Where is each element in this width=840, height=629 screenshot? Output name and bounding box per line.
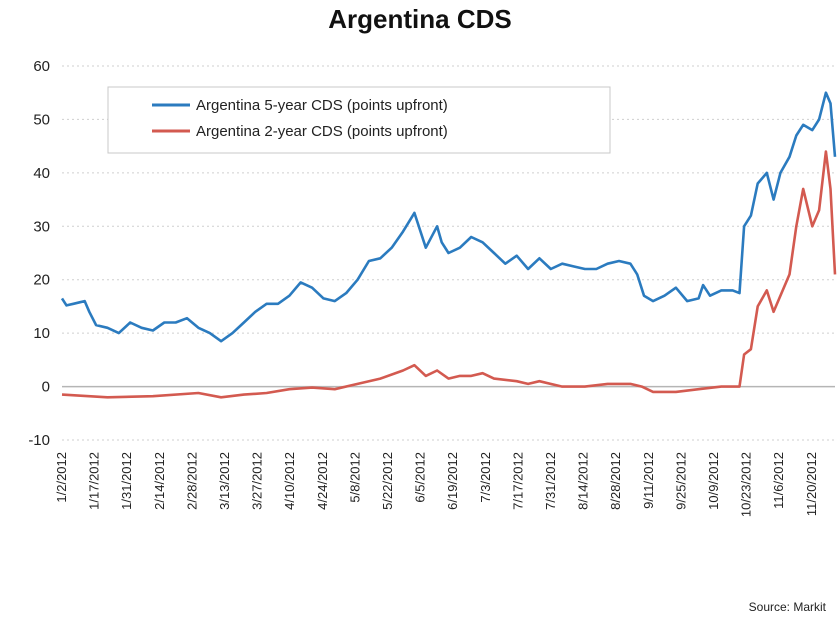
y-tick-label: -10 <box>28 432 50 449</box>
x-tick-label: 10/23/2012 <box>739 452 754 517</box>
y-tick-label: 60 <box>33 58 50 75</box>
x-tick-label: 7/31/2012 <box>543 452 558 510</box>
x-tick-label: 1/17/2012 <box>87 452 102 510</box>
x-axis-ticks: 1/2/2012 1/17/2012 1/31/2012 2/14/2012 2/28/… <box>54 452 819 517</box>
x-tick-label: 3/27/2012 <box>250 452 265 510</box>
chart-title: Argentina CDS <box>328 4 512 34</box>
x-tick-label: 9/11/2012 <box>641 452 656 509</box>
x-tick-label: 5/8/2012 <box>347 452 362 503</box>
x-tick-label: 6/5/2012 <box>413 452 428 503</box>
x-tick-label: 1/31/2012 <box>119 452 134 510</box>
legend: Argentina 5-year CDS (points upfront) Arg… <box>107 86 611 154</box>
source-note: Source: Markit <box>748 600 826 614</box>
series-line-2 <box>61 150 837 399</box>
x-tick-label: 9/25/2012 <box>673 452 688 510</box>
y-tick-label: 30 <box>33 218 50 235</box>
y-tick-label: 10 <box>33 325 50 342</box>
legend-label: Argentina 2-year CDS (points upfront) <box>196 123 448 140</box>
y-axis-ticks: -10 0 10 20 30 40 50 60 <box>28 58 50 449</box>
x-tick-label: 2/28/2012 <box>184 452 199 510</box>
x-tick-label: 8/14/2012 <box>576 452 591 510</box>
x-tick-label: 2/14/2012 <box>152 452 167 510</box>
y-tick-label: 50 <box>33 111 50 128</box>
x-tick-label: 10/9/2012 <box>706 452 721 510</box>
x-tick-label: 7/3/2012 <box>478 452 493 503</box>
series-lines <box>60 91 837 399</box>
x-tick-label: 8/28/2012 <box>608 452 623 510</box>
x-tick-label: 6/19/2012 <box>445 452 460 510</box>
y-tick-label: 0 <box>42 379 50 396</box>
x-tick-label: 4/10/2012 <box>282 452 297 510</box>
x-tick-label: 3/13/2012 <box>217 452 232 510</box>
legend-box <box>107 86 611 154</box>
x-tick-label: 7/17/2012 <box>510 452 525 510</box>
x-tick-label: 11/20/2012 <box>804 452 819 516</box>
y-tick-label: 40 <box>33 165 50 182</box>
x-tick-label: 1/2/2012 <box>54 452 69 503</box>
x-tick-label: 5/22/2012 <box>380 452 395 510</box>
y-tick-label: 20 <box>33 272 50 289</box>
legend-label: Argentina 5-year CDS (points upfront) <box>196 97 448 114</box>
x-tick-label: 4/24/2012 <box>315 452 330 510</box>
series-line-1 <box>60 91 837 343</box>
x-tick-label: 11/6/2012 <box>771 452 786 509</box>
